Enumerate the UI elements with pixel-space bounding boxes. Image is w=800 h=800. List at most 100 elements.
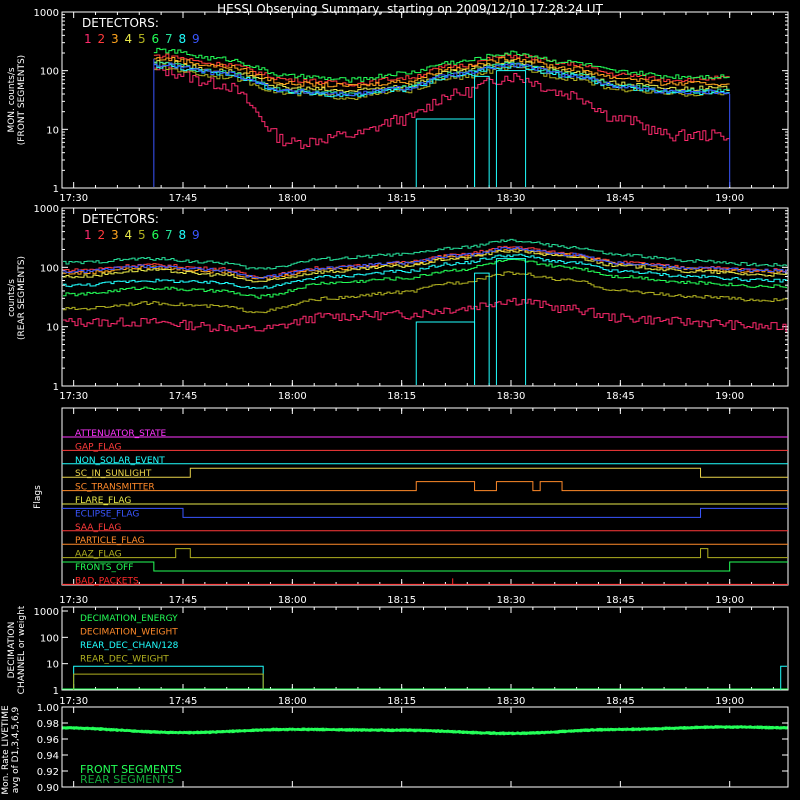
figure-title: HESSI Observing Summary, starting on 200…	[217, 2, 603, 16]
detector-legend-6: 6	[152, 228, 160, 242]
detector-legend-1: 1	[84, 32, 92, 46]
x-tick-label: 18:45	[606, 391, 635, 402]
detector-legend-4: 4	[125, 32, 133, 46]
flags-panel: 17:30 17:45 18:00 18:15 18:30 18:45 19:00 Flags…	[33, 407, 789, 606]
x-tick-label: 17:45	[169, 595, 198, 606]
front-series-detector-2	[153, 53, 730, 87]
detector-legend-1: 1	[84, 228, 92, 242]
x-tick-label: 19:00	[715, 391, 744, 402]
decimation-y-axis-label: CHANNEL or weight	[17, 605, 27, 694]
detector-legend-8: 8	[179, 228, 187, 242]
y-tick-label: 1.00	[37, 703, 59, 714]
livetime-legend-0: FRONT SEGMENTS	[80, 763, 182, 776]
detector-legend-8: 8	[179, 32, 187, 46]
x-tick-label: 18:15	[387, 391, 416, 402]
y-tick-label: 100	[40, 633, 59, 644]
flags-y-axis-label: Flags	[33, 485, 43, 509]
flag-label-saa-flag: SAA_FLAG	[75, 523, 121, 533]
rear-series-detector-8	[63, 253, 787, 289]
rear-y-axis-label: counts/s	[7, 279, 17, 317]
x-tick-label: 17:30	[59, 391, 88, 402]
y-tick-label: 1000	[34, 204, 59, 215]
detector-legend-6: 6	[152, 32, 160, 46]
flags-plot-frame	[61, 407, 789, 586]
x-tick-label: 17:30	[59, 595, 88, 606]
decimation-legend-1: DECIMATION_WEIGHT	[80, 628, 178, 638]
y-tick-label: 1	[53, 686, 59, 697]
livetime-legend-1: REAR SEGMENTS	[80, 773, 174, 786]
front-series-detector-4	[153, 59, 730, 93]
x-tick-label: 17:45	[169, 391, 198, 402]
x-tick-label: 18:45	[606, 595, 635, 606]
flag-trace-sc-transmitter	[62, 481, 788, 492]
flag-label-flare-flag: FLARE_FLAG	[75, 496, 131, 506]
rear-dec-weight-trace	[73, 673, 264, 690]
x-tick-label: 18:45	[606, 193, 635, 204]
y-tick-label: 1	[53, 184, 59, 195]
rear-segments-panel: 1 10 100 1000 17:30 17:45 18:00 18:15 18:30 18:45…	[7, 204, 789, 402]
x-tick-label: 18:15	[387, 193, 416, 204]
detector-legend-2: 2	[98, 228, 106, 242]
rear-y-axis-label: (REAR SEGMENTS)	[17, 256, 27, 340]
rear-series-detector-9	[63, 246, 787, 279]
flag-label-attenuator-state: ATTENUATOR_STATE	[75, 429, 167, 439]
front-detector-8-dropout	[474, 75, 490, 187]
decimation-y-axis-label: DECIMATION	[7, 622, 17, 679]
flag-label-aaz-flag: AAZ_FLAG	[75, 550, 122, 560]
flag-label-eclipse-flag: ECLIPSE_FLAG	[75, 509, 139, 519]
y-tick-label: 10	[46, 323, 59, 334]
x-tick-label: 17:45	[169, 193, 198, 204]
y-tick-label: 0.90	[37, 783, 59, 794]
decimation-plot-frame	[61, 606, 789, 691]
rear-dec-chan-trace-end	[780, 665, 787, 690]
x-tick-label: 18:30	[497, 391, 526, 402]
rear-detector-8-dropout	[474, 272, 490, 385]
rear-series-detector-6	[63, 258, 787, 299]
flag-trace-bad-packets	[62, 578, 788, 585]
front-plot-frame	[61, 11, 789, 189]
detector-legend-9: 9	[192, 228, 200, 242]
flag-label-gap-flag: GAP_FLAG	[75, 442, 121, 452]
x-tick-label: 17:45	[169, 696, 198, 707]
x-tick-label: 19:00	[715, 193, 744, 204]
flag-trace-sc-in-sunlight	[62, 467, 788, 478]
y-tick-label: 0.98	[37, 719, 59, 730]
x-tick-label: 18:00	[278, 595, 307, 606]
x-tick-label: 18:15	[387, 595, 416, 606]
x-tick-label: 18:30	[497, 193, 526, 204]
flag-label-sc-in-sunlight: SC_IN_SUNLIGHT	[75, 469, 152, 479]
rear-series-detector-7	[63, 238, 787, 270]
flag-label-particle-flag: PARTICLE_FLAG	[75, 536, 145, 546]
flag-label-fronts-off: FRONTS_OFF	[75, 563, 133, 573]
y-tick-label: 0.96	[37, 735, 59, 746]
x-tick-label: 18:30	[497, 595, 526, 606]
flag-trace-aaz-flag	[62, 548, 788, 559]
flag-label-bad-packets: BAD_PACKETS	[75, 576, 139, 586]
x-tick-label: 18:15	[387, 696, 416, 707]
y-tick-label: 100	[40, 67, 59, 78]
front-series-detector-3	[153, 56, 730, 88]
detectors-legend-title: DETECTORS:	[82, 16, 159, 30]
rear-detector-8-dropout	[495, 258, 527, 385]
front-segments-panel: 1 10 100 1000 17:30 17:45 18:00 18:15 18:30 18:45…	[7, 8, 789, 204]
livetime-y-axis-label: Mon. Rate LIVETIME	[1, 705, 11, 795]
y-tick-label: 1000	[34, 8, 59, 19]
front-series-detector-9	[153, 62, 730, 97]
detector-legend-5: 5	[138, 228, 146, 242]
flag-label-non-solar-event: NON_SOLAR_EVENT	[75, 456, 165, 466]
front-series-detector-1	[153, 66, 730, 149]
flag-label-sc-transmitter: SC_TRANSMITTER	[75, 483, 155, 493]
decimation-panel: 17:30 17:45 18:00 18:15 18:30 18:45 19:00 1 10 10…	[7, 605, 789, 707]
detector-legend-3: 3	[111, 32, 119, 46]
front-series-detector-8	[153, 63, 730, 98]
y-tick-label: 1	[53, 382, 59, 393]
detector-legend-5: 5	[138, 32, 146, 46]
x-tick-label: 18:00	[278, 193, 307, 204]
detector-legend-9: 9	[192, 32, 200, 46]
y-tick-label: 100	[40, 263, 59, 274]
livetime-front-trace	[62, 725, 788, 736]
x-tick-label: 18:00	[278, 696, 307, 707]
x-tick-label: 17:30	[59, 193, 88, 204]
y-tick-label: 10	[46, 660, 59, 671]
